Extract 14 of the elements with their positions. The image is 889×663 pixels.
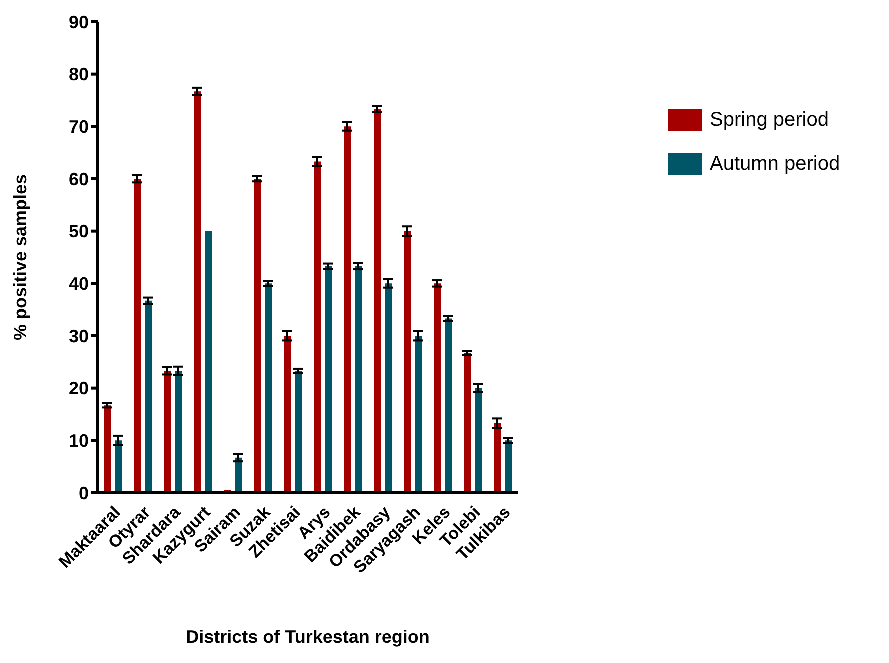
- y-tick-label: 50: [68, 222, 89, 242]
- y-tick-label: 80: [68, 64, 89, 85]
- y-tick-label: 90: [68, 12, 89, 32]
- y-tick-label: 40: [68, 274, 89, 294]
- y-tick-label: 30: [68, 326, 89, 346]
- y-tick-label: 10: [68, 431, 89, 452]
- legend-label: Autumn period: [710, 152, 840, 177]
- y-axis-title: % positive samples: [10, 174, 30, 341]
- y-tick-label: 60: [68, 169, 89, 190]
- x-axis-title: Districts of Turkestan region: [186, 627, 430, 647]
- y-tick-label: 70: [68, 117, 89, 138]
- legend-label: Spring period: [710, 108, 829, 133]
- y-tick-label: 0: [78, 483, 89, 504]
- y-tick-label: 20: [68, 378, 89, 399]
